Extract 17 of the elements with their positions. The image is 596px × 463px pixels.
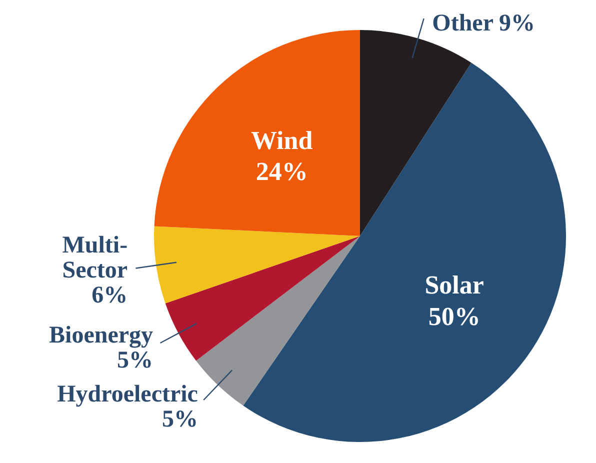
data-label: 50% [428, 302, 480, 331]
pie-slice [165, 236, 360, 361]
slice-label: Hydroelectric [57, 381, 198, 408]
slice-label: Bioenergy [49, 322, 153, 348]
pie-slice [154, 226, 360, 304]
slice-label: Multi-Sector [62, 232, 128, 284]
slice-label: Wind [250, 126, 314, 155]
data-label: 24% [256, 157, 308, 186]
pie-slice [196, 236, 360, 406]
data-label: 5% [117, 347, 153, 374]
data-label: 6% [92, 282, 128, 308]
pie-slice [243, 62, 566, 442]
slice-label: Other 9% [432, 10, 536, 37]
slice-label: Solar [424, 270, 484, 300]
pie-slice [360, 30, 472, 236]
pie-slice [154, 30, 360, 236]
data-label: 5% [162, 406, 198, 432]
